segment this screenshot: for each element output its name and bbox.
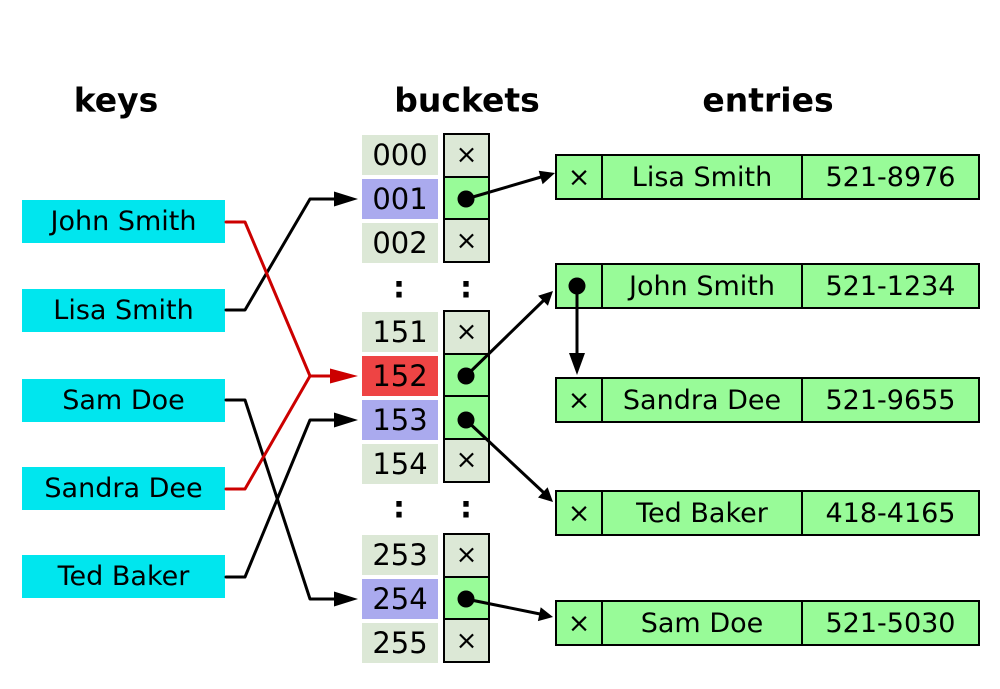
bucket-slot-152: [445, 352, 488, 396]
key-box-ted-baker: Ted Baker: [22, 555, 225, 598]
bucket-index-152: 152: [362, 356, 438, 396]
entry-next-slot: ×: [557, 602, 603, 644]
empty-slot-icon: ×: [455, 625, 478, 656]
arrow-sam-doe-to-bucket-254: [224, 398, 338, 601]
bucket-ellipsis: :: [460, 490, 472, 526]
entry-next-slot: ×: [557, 156, 603, 198]
arrowhead-to-bucket-152: [330, 368, 358, 384]
entry-sandra-dee: × Sandra Dee 521-9655: [555, 377, 980, 423]
key-box-sandra-dee: Sandra Dee: [22, 467, 225, 510]
entry-name: Sam Doe: [603, 602, 803, 644]
bucket-index-000: 000: [362, 135, 438, 175]
entry-name: John Smith: [603, 265, 803, 307]
empty-slot-icon: ×: [567, 384, 591, 416]
bucket-slot-001: [445, 175, 488, 219]
empty-slot-icon: ×: [567, 161, 591, 193]
empty-slot-icon: ×: [455, 317, 478, 348]
bucket-ellipsis: :: [393, 490, 405, 526]
bucket-slot-000: ×: [445, 135, 488, 176]
entry-phone: 521-9655: [825, 384, 956, 416]
bucket-index-group-2: 151 152 153 154: [362, 312, 438, 484]
entry-name: Lisa Smith: [603, 156, 803, 198]
bucket-slot-153: [445, 395, 488, 439]
bucket-index-group-1: 000 001 002: [362, 135, 438, 263]
empty-slot-icon: ×: [455, 140, 478, 171]
empty-slot-icon: ×: [567, 607, 591, 639]
empty-slot-icon: ×: [455, 225, 478, 256]
bucket-ellipsis: :: [460, 270, 472, 306]
arrow-lisa-smith-to-bucket-001: [224, 197, 338, 312]
empty-slot-icon: ×: [455, 540, 478, 571]
bucket-slot-group-3: × ×: [443, 533, 490, 664]
entry-phone: 418-4165: [825, 497, 956, 529]
bucket-ellipsis: :: [393, 270, 405, 306]
arrowhead-to-bucket-153: [334, 412, 358, 428]
arrowhead-entry-sam-doe: [537, 607, 553, 622]
entry-next-slot: ×: [557, 379, 603, 421]
entry-phone: 521-8976: [825, 161, 956, 193]
bucket-index-153: 153: [362, 400, 438, 440]
entry-name: Sandra Dee: [603, 379, 803, 421]
bucket-slot-154: ×: [445, 438, 488, 481]
entry-next-slot: [557, 265, 603, 307]
bucket-index-001: 001: [362, 179, 438, 219]
arrow-ted-baker-to-bucket-153: [224, 418, 338, 579]
entry-john-smith: John Smith 521-1234: [555, 263, 980, 309]
entry-phone: 521-5030: [825, 607, 956, 639]
entries-header: entries: [702, 80, 834, 120]
bucket-slot-253: ×: [445, 535, 488, 576]
bucket-slot-254: [445, 575, 488, 619]
empty-slot-icon: ×: [567, 497, 591, 529]
keys-header: keys: [73, 80, 159, 120]
bucket-index-253: 253: [362, 535, 438, 575]
key-box-lisa-smith: Lisa Smith: [22, 289, 225, 332]
bucket-slot-group-2: × ×: [443, 310, 490, 483]
bucket-index-002: 002: [362, 223, 438, 263]
entry-phone: 521-1234: [825, 270, 956, 302]
entry-ted-baker: × Ted Baker 418-4165: [555, 490, 980, 536]
arrowhead-to-bucket-001: [334, 191, 358, 207]
bucket-index-154: 154: [362, 444, 438, 484]
entry-lisa-smith: × Lisa Smith 521-8976: [555, 154, 980, 200]
buckets-header: buckets: [394, 80, 540, 120]
entry-sam-doe: × Sam Doe 521-5030: [555, 600, 980, 646]
arrowhead-entry-ted-baker: [538, 487, 553, 502]
bucket-slot-151: ×: [445, 312, 488, 353]
arrow-john-smith-to-bucket-152: [224, 220, 334, 378]
key-box-john-smith: John Smith: [22, 200, 225, 243]
bucket-slot-255: ×: [445, 618, 488, 662]
bucket-slot-group-1: × ×: [443, 133, 490, 264]
arrowhead-entry-lisa-smith: [538, 170, 555, 185]
bucket-slot-002: ×: [445, 218, 488, 262]
arrowhead-to-bucket-254: [334, 591, 358, 607]
arrowhead-entry-john-smith: [538, 291, 553, 306]
entry-name: Ted Baker: [603, 492, 803, 534]
bucket-index-group-3: 253 254 255: [362, 535, 438, 663]
bucket-index-151: 151: [362, 312, 438, 352]
arrow-sandra-dee-to-bucket-152: [224, 374, 312, 491]
key-box-sam-doe: Sam Doe: [22, 379, 225, 422]
bucket-index-255: 255: [362, 623, 438, 663]
empty-slot-icon: ×: [455, 445, 478, 476]
bucket-index-254: 254: [362, 579, 438, 619]
entry-next-slot: ×: [557, 492, 603, 534]
arrowhead-entry-sandra-dee: [569, 353, 585, 375]
